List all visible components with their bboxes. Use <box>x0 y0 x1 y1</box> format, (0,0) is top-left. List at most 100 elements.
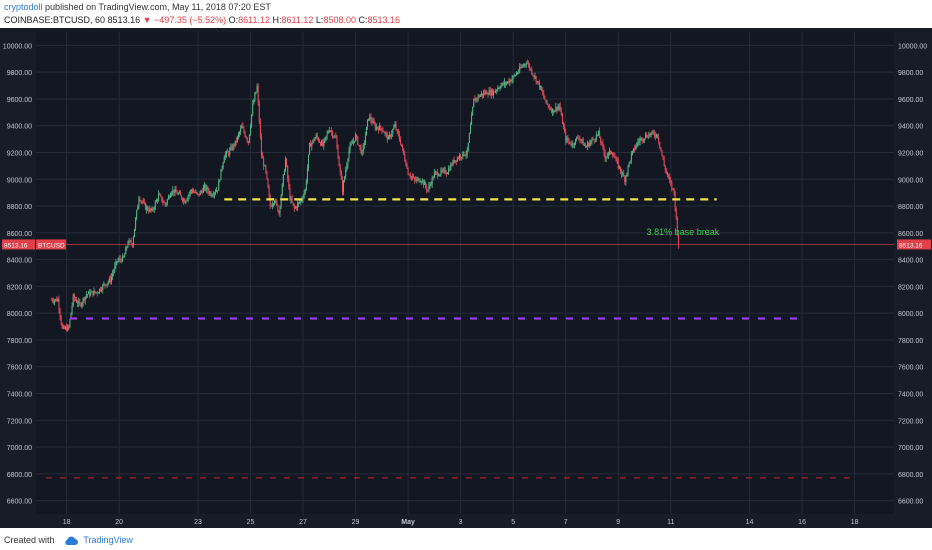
candle-body <box>643 138 645 140</box>
y-tick-label-left: 6800.00 <box>7 472 32 479</box>
candle-body <box>232 144 234 150</box>
candle-body <box>305 180 307 190</box>
candle-body <box>482 93 484 96</box>
candle-body <box>303 193 305 198</box>
candle-body <box>666 172 668 176</box>
candle-body <box>446 173 448 175</box>
candle-body <box>285 158 287 171</box>
y-tick-label-left: 6600.00 <box>7 499 32 506</box>
chart-area[interactable]: 10000.00 10000.00 9800.00 9800.00 9600.00 960… <box>0 28 932 528</box>
candle-body <box>322 141 324 146</box>
candle-body <box>138 198 140 206</box>
candle-body <box>221 167 223 170</box>
candle-body <box>605 156 607 159</box>
candle-body <box>588 143 590 147</box>
x-tick-label: 11 <box>667 519 674 526</box>
candle-body <box>225 151 227 155</box>
candle-body <box>570 143 572 146</box>
candle-body <box>665 170 667 173</box>
plot-background <box>36 32 894 514</box>
candle-body <box>580 139 582 141</box>
candle-body <box>399 139 401 145</box>
candle-body <box>212 194 214 196</box>
y-tick-label-left: 7400.00 <box>7 392 32 399</box>
candle-body <box>472 107 474 116</box>
candle-body <box>54 300 56 303</box>
candle-body <box>606 155 608 157</box>
candle-body <box>560 111 562 115</box>
candle-body <box>603 146 605 153</box>
candle-body <box>454 160 456 163</box>
candle-body <box>559 105 561 112</box>
candle-body <box>488 90 490 95</box>
candle-body <box>355 134 357 141</box>
candle-body <box>489 90 491 95</box>
candle-body <box>529 64 531 69</box>
candle-body <box>121 256 123 262</box>
y-tick-label-right: 9800.00 <box>898 70 923 77</box>
author-link[interactable]: cryptodoll <box>4 2 43 12</box>
candle-body <box>262 155 264 159</box>
candle-body <box>663 159 665 166</box>
candle-body <box>94 290 96 293</box>
candle-body <box>132 237 134 246</box>
candle-body <box>209 192 211 194</box>
candle-body <box>386 133 388 140</box>
candle-body <box>208 191 210 194</box>
candle-body <box>473 98 475 108</box>
candle-body <box>440 169 442 175</box>
candle-body <box>395 124 397 130</box>
candle-body <box>545 100 547 102</box>
candle-body <box>183 199 185 201</box>
candle-body <box>428 185 430 191</box>
candle-body <box>247 141 249 143</box>
header: cryptodoll published on TradingView.com,… <box>0 0 932 28</box>
candle-body <box>169 196 171 198</box>
candle-body <box>234 140 236 147</box>
candle-body <box>573 144 575 146</box>
candle-body <box>628 162 630 166</box>
candle-body <box>510 80 512 82</box>
candle-body <box>633 148 635 151</box>
candle-body <box>306 168 308 181</box>
price-chart[interactable]: 10000.00 10000.00 9800.00 9800.00 9600.00 960… <box>0 28 932 528</box>
candle-body <box>592 138 594 140</box>
candle-body <box>610 150 612 154</box>
candle-body <box>426 186 428 190</box>
candle-body <box>88 291 90 295</box>
candle-body <box>227 151 229 153</box>
candle-body <box>450 164 452 171</box>
candle-body <box>421 180 423 182</box>
candle-body <box>615 158 617 160</box>
candle-body <box>370 116 372 121</box>
candle-body <box>83 298 85 301</box>
y-tick-label-left: 8800.00 <box>7 204 32 211</box>
candle-body <box>298 202 300 204</box>
candle-body <box>401 144 403 146</box>
candle-body <box>675 208 677 219</box>
candle-body <box>304 189 306 194</box>
candle-body <box>469 124 471 134</box>
candle-body <box>219 180 221 182</box>
candle-body <box>589 142 591 147</box>
candle-body <box>533 75 535 77</box>
candle-body <box>314 138 316 141</box>
candle-body <box>397 130 399 135</box>
candle-body <box>517 72 519 74</box>
footer: Created with TradingView <box>0 530 932 550</box>
y-tick-label-left: 9400.00 <box>7 124 32 131</box>
candle-body <box>222 162 224 168</box>
tradingview-logo[interactable]: TradingView <box>83 535 133 545</box>
candle-body <box>503 82 505 85</box>
candle-body <box>299 202 301 203</box>
candle-body <box>521 66 523 68</box>
candle-body <box>522 65 524 67</box>
candle-body <box>106 283 108 286</box>
candle-body <box>321 141 323 146</box>
candle-body <box>373 121 375 124</box>
candle-body <box>671 183 673 189</box>
candle-body <box>327 132 329 134</box>
candle-body <box>123 256 125 258</box>
candle-body <box>640 138 642 140</box>
candle-body <box>407 167 409 175</box>
